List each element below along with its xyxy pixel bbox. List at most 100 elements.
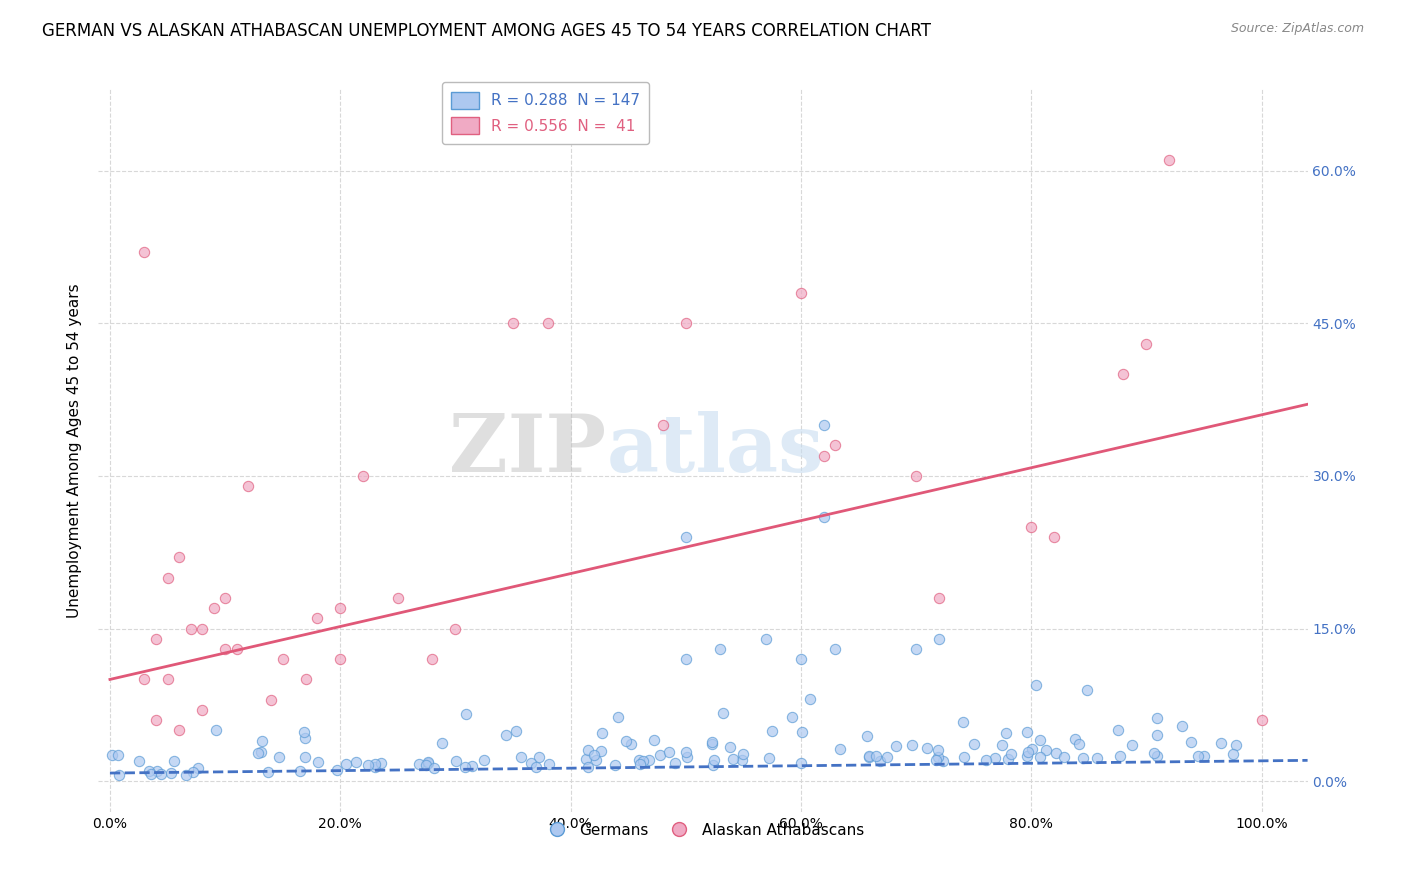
Point (953, 749, 976, 764)
Point (418, 755, 440, 769)
Point (589, 744, 612, 758)
Point (1180, 735, 1202, 749)
Point (1187, 749, 1209, 764)
Point (294, 750, 316, 764)
Point (292, 724, 315, 739)
Point (537, 757, 560, 772)
Point (1029, 732, 1052, 747)
Point (145, 632, 167, 646)
Point (145, 764, 167, 778)
Point (664, 756, 686, 770)
Point (952, 714, 974, 729)
Point (925, 753, 948, 767)
Point (723, 752, 745, 766)
Point (1211, 736, 1233, 750)
Point (799, 692, 821, 706)
Point (876, 750, 898, 764)
Point (1017, 745, 1039, 759)
Point (1250, 713, 1272, 727)
Point (1135, 336, 1157, 351)
Point (364, 759, 387, 773)
Point (370, 756, 392, 770)
Point (271, 652, 294, 666)
Point (1019, 520, 1042, 534)
Point (335, 756, 357, 771)
Point (225, 641, 247, 656)
Point (856, 729, 879, 743)
Point (415, 758, 437, 772)
Text: ZIP: ZIP (450, 411, 606, 490)
Point (755, 632, 778, 646)
Point (824, 438, 846, 452)
Point (214, 641, 236, 656)
Point (700, 737, 723, 751)
Point (1000, 747, 1022, 761)
Point (995, 726, 1018, 740)
Point (1222, 747, 1244, 761)
Point (928, 591, 950, 605)
Point (294, 731, 316, 745)
Point (527, 750, 550, 764)
Point (928, 632, 950, 646)
Point (1024, 678, 1046, 692)
Point (830, 742, 852, 756)
Point (472, 753, 495, 767)
Point (915, 740, 938, 755)
Point (620, 737, 643, 751)
Point (1063, 731, 1085, 746)
Point (789, 756, 811, 770)
Point (294, 673, 316, 687)
Point (643, 733, 665, 747)
Point (495, 728, 517, 742)
Point (1073, 751, 1095, 765)
Point (181, 765, 204, 780)
Point (150, 767, 173, 781)
Point (1108, 748, 1130, 763)
Point (364, 757, 387, 772)
Point (329, 652, 352, 666)
Point (631, 754, 654, 768)
Point (252, 734, 274, 748)
Point (1035, 743, 1057, 757)
Point (927, 750, 949, 764)
Point (648, 747, 671, 762)
Point (1017, 725, 1039, 739)
Point (202, 601, 225, 615)
Point (1171, 719, 1194, 733)
Point (927, 743, 949, 757)
Point (205, 723, 228, 737)
Point (1112, 367, 1135, 381)
Point (1053, 750, 1076, 764)
Point (813, 509, 835, 524)
Point (658, 745, 681, 759)
Point (1192, 749, 1215, 764)
Point (1143, 746, 1166, 760)
Point (703, 753, 725, 767)
Point (675, 530, 697, 544)
Point (326, 763, 349, 777)
Point (256, 764, 278, 779)
Point (824, 641, 846, 656)
Point (865, 748, 887, 763)
Point (444, 754, 467, 768)
Point (932, 754, 955, 768)
Point (1121, 738, 1143, 752)
Point (813, 417, 835, 432)
Point (991, 738, 1014, 752)
Point (180, 622, 202, 636)
Point (444, 622, 467, 636)
Point (1107, 723, 1129, 737)
Point (430, 736, 453, 750)
Point (387, 591, 409, 605)
Point (502, 316, 524, 330)
Point (1045, 747, 1067, 761)
Point (709, 641, 731, 656)
Point (637, 753, 659, 767)
Point (790, 652, 813, 666)
Point (1225, 738, 1247, 752)
Point (858, 750, 880, 764)
Point (236, 479, 259, 493)
Point (416, 756, 439, 771)
Point (505, 723, 527, 738)
Point (1146, 728, 1168, 742)
